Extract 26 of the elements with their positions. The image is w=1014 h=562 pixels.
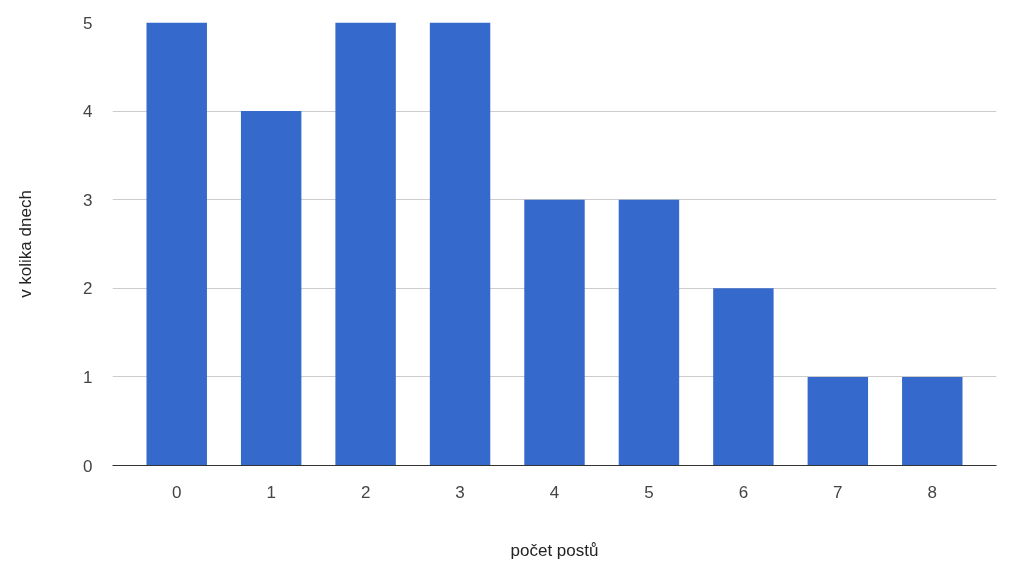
x-tick-label: 4	[549, 482, 560, 502]
y-tick-label: 3	[83, 190, 93, 210]
bar	[902, 376, 963, 466]
x-tick-label: 0	[171, 482, 182, 502]
y-tick-label: 5	[83, 13, 93, 33]
y-tick-label: 0	[83, 456, 93, 476]
bar	[618, 199, 680, 466]
bar	[429, 22, 491, 466]
bar	[524, 199, 585, 466]
bar	[713, 288, 774, 466]
bar	[807, 376, 869, 466]
bar	[335, 22, 396, 466]
x-tick-label: 5	[644, 482, 654, 502]
y-tick-label: 2	[83, 279, 93, 299]
x-tick-label: 2	[360, 482, 371, 502]
x-tick-label: 1	[266, 482, 276, 502]
bar	[240, 111, 302, 466]
y-tick-label: 1	[83, 367, 93, 387]
x-tick-label: 3	[455, 482, 465, 502]
y-axis-title: v kolika dnech	[16, 190, 36, 298]
x-tick-label: 7	[833, 482, 843, 502]
x-tick-label: 8	[927, 482, 938, 502]
bar	[146, 22, 207, 466]
x-tick-label: 6	[738, 482, 749, 502]
y-tick-label: 4	[83, 102, 93, 122]
x-axis-title: počet postů	[510, 540, 599, 560]
